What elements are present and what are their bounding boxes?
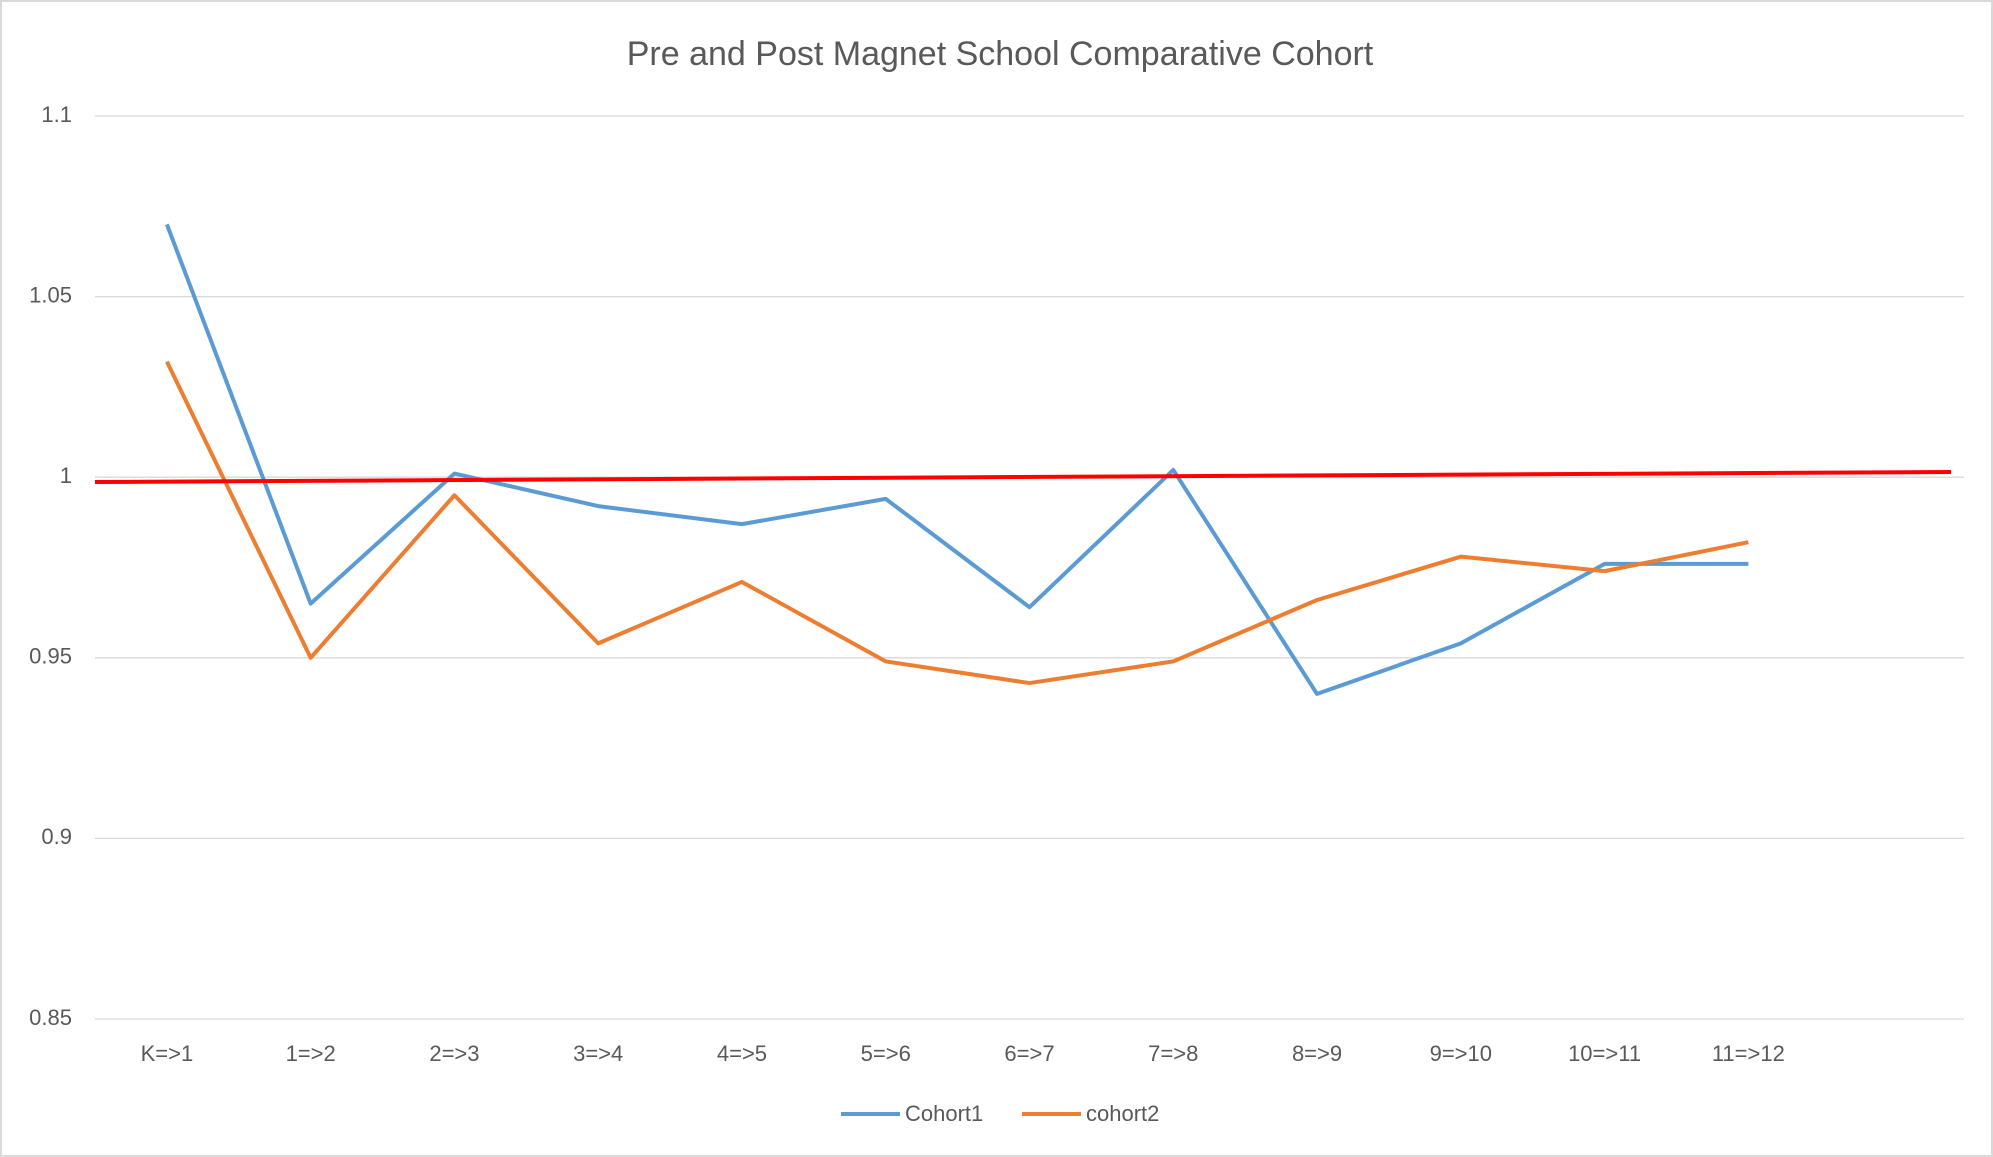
x-tick-label: K=>1	[141, 1041, 194, 1066]
y-tick-label: 1.1	[41, 102, 72, 127]
legend-label: Cohort1	[905, 1101, 983, 1126]
x-tick-label: 11=>12	[1712, 1041, 1785, 1066]
x-tick-label: 2=>3	[429, 1041, 479, 1066]
reference-line	[94, 470, 1952, 484]
x-tick-label: 10=>11	[1568, 1041, 1641, 1066]
legend: Cohort1 cohort2	[841, 1101, 1159, 1126]
y-tick-label: 0.85	[29, 1005, 72, 1030]
x-tick-label: 8=>9	[1292, 1041, 1342, 1066]
x-tick-label: 5=>6	[861, 1041, 911, 1066]
legend-label: cohort2	[1086, 1101, 1159, 1126]
y-tick-label: 0.95	[29, 644, 72, 669]
x-tick-label: 1=>2	[286, 1041, 336, 1066]
series-line	[165, 223, 1749, 696]
grid	[95, 115, 1964, 1020]
x-tick-label: 6=>7	[1004, 1041, 1054, 1066]
series-line	[165, 360, 1749, 686]
plot	[165, 223, 1749, 696]
chart-title: Pre and Post Magnet School Comparative C…	[627, 35, 1374, 73]
y-tick-label: 1	[60, 463, 72, 488]
x-tick-label: 7=>8	[1148, 1041, 1198, 1066]
y-tick-label: 1.05	[29, 282, 72, 307]
x-tick-label: 9=>10	[1430, 1041, 1492, 1066]
x-tick-label: 3=>4	[573, 1041, 623, 1066]
y-tick-label: 0.9	[41, 824, 72, 849]
x-tick-label: 4=>5	[717, 1041, 767, 1066]
